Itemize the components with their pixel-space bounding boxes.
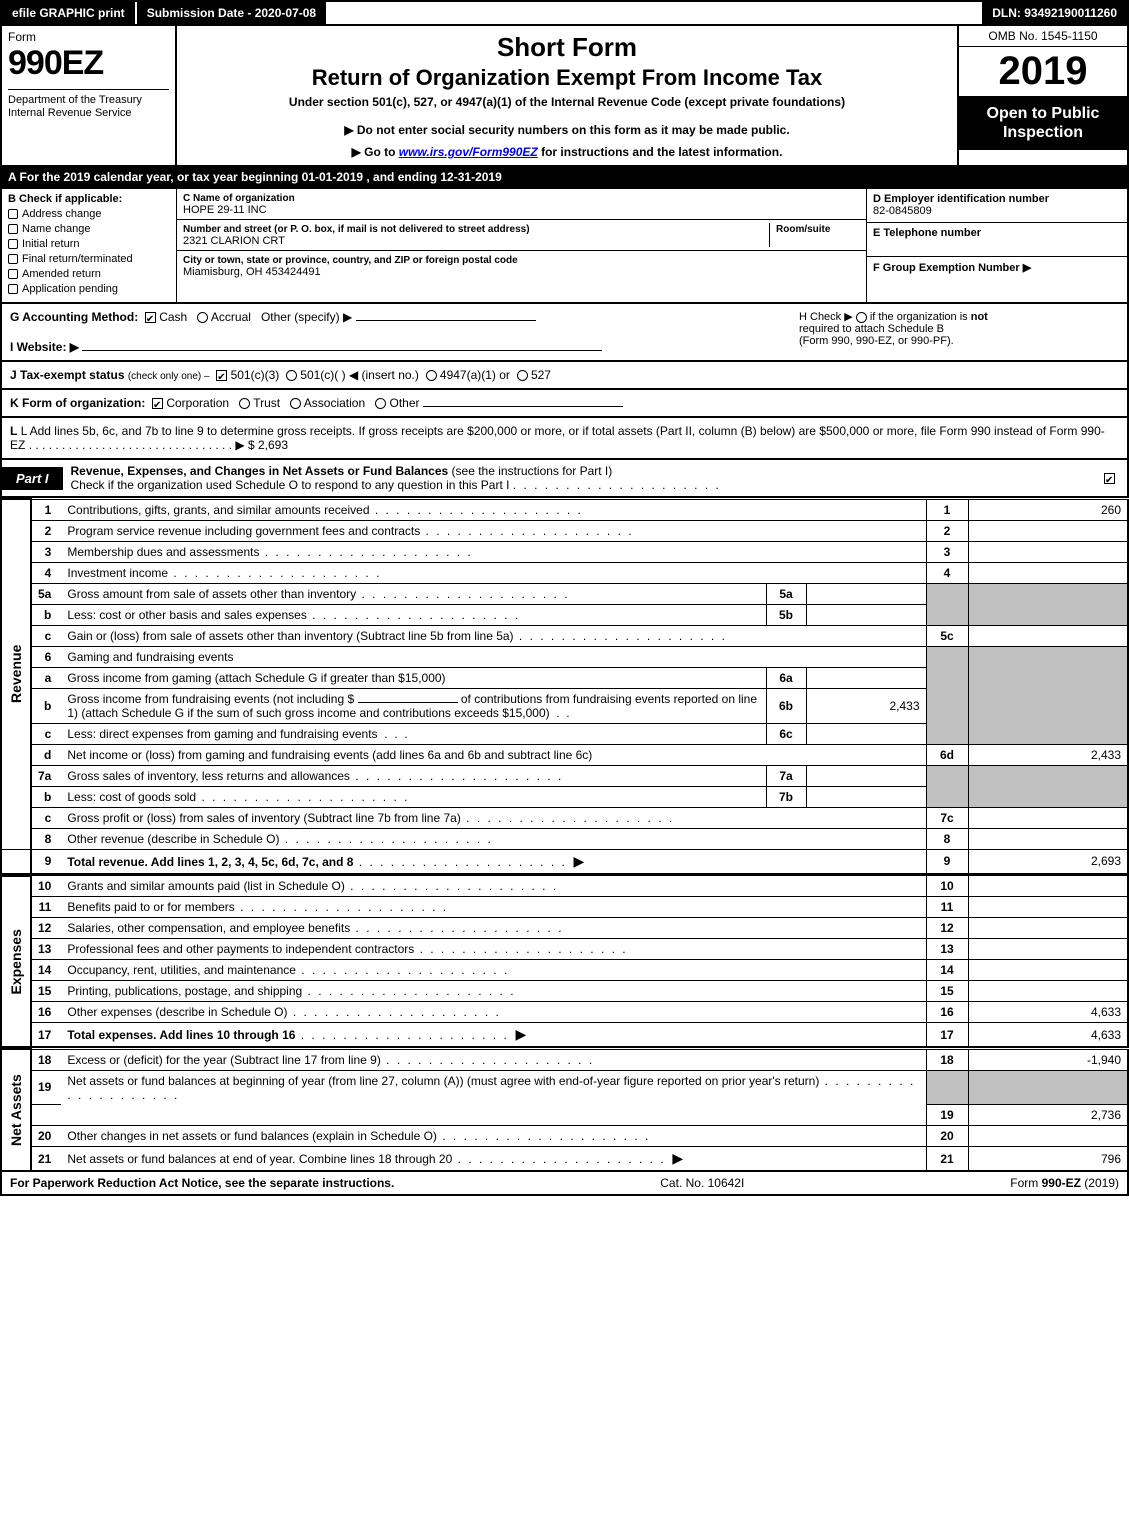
accounting-method: G Accounting Method: Cash Accrual Other … xyxy=(10,310,799,324)
j-501c3-checkbox[interactable] xyxy=(216,370,227,381)
form-header: Form 990EZ Department of the Treasury In… xyxy=(0,26,1129,167)
tax-period: A For the 2019 calendar year, or tax yea… xyxy=(0,167,1129,189)
line-18-amount: -1,940 xyxy=(968,1049,1128,1070)
line-21-amount: 796 xyxy=(968,1147,1128,1172)
website-input[interactable] xyxy=(82,350,602,351)
check-amended-return[interactable]: Amended return xyxy=(8,268,170,280)
dept-treasury: Department of the Treasury xyxy=(8,94,169,107)
room-label: Room/suite xyxy=(776,224,830,235)
org-name: HOPE 29-11 INC xyxy=(183,204,267,216)
line-17-amount: 4,633 xyxy=(968,1023,1128,1048)
part1-tag: Part I xyxy=(2,467,63,490)
top-bar: efile GRAPHIC print Submission Date - 20… xyxy=(0,0,1129,26)
check-name-change[interactable]: Name change xyxy=(8,223,170,235)
city-label: City or town, state or province, country… xyxy=(183,255,518,266)
6b-contrib-input[interactable] xyxy=(358,702,458,703)
expenses-table: Expenses 10Grants and similar amounts pa… xyxy=(0,875,1129,1049)
e-label: E Telephone number xyxy=(873,227,981,239)
submission-date: Submission Date - 2020-07-08 xyxy=(137,2,326,24)
k-other-input[interactable] xyxy=(423,406,623,407)
check-initial-return[interactable]: Initial return xyxy=(8,238,170,250)
j-527-checkbox[interactable] xyxy=(517,370,528,381)
accrual-checkbox[interactable] xyxy=(197,312,208,323)
accrual-label: Accrual xyxy=(211,310,251,324)
dln: DLN: 93492190011260 xyxy=(982,2,1127,24)
line-1-num: 1 xyxy=(31,499,61,520)
part1-title: Revenue, Expenses, and Changes in Net As… xyxy=(63,460,1104,496)
street-label: Number and street (or P. O. box, if mail… xyxy=(183,224,530,235)
box-h: H Check ▶ if the organization is not req… xyxy=(799,310,1119,347)
row-k: K Form of organization: Corporation Trus… xyxy=(0,390,1129,418)
header-center: Short Form Return of Organization Exempt… xyxy=(177,26,957,165)
part1-header: Part I Revenue, Expenses, and Changes in… xyxy=(0,460,1129,498)
line-19-amount: 2,736 xyxy=(968,1105,1128,1126)
net-assets-table: Net Assets 18Excess or (deficit) for the… xyxy=(0,1048,1129,1172)
note2-suffix: for instructions and the latest informat… xyxy=(541,145,782,159)
note2-prefix: ▶ Go to xyxy=(352,145,399,159)
box-def: D Employer identification number 82-0845… xyxy=(867,189,1127,302)
row-j: J Tax-exempt status (check only one) – 5… xyxy=(0,362,1129,390)
box-b-title: B Check if applicable: xyxy=(8,193,170,205)
header-left: Form 990EZ Department of the Treasury In… xyxy=(2,26,177,165)
topbar-spacer xyxy=(326,2,982,24)
check-address-change[interactable]: Address change xyxy=(8,208,170,220)
omb-number: OMB No. 1545-1150 xyxy=(959,26,1127,47)
footer-left: For Paperwork Reduction Act Notice, see … xyxy=(10,1176,394,1190)
revenue-side-label: Revenue xyxy=(1,499,31,849)
check-application-pending[interactable]: Application pending xyxy=(8,283,170,295)
part1-schedule-o-check[interactable] xyxy=(1104,471,1127,485)
j-4947-checkbox[interactable] xyxy=(426,370,437,381)
form-label: Form xyxy=(8,30,169,44)
subtitle: Under section 501(c), 527, or 4947(a)(1)… xyxy=(187,95,947,109)
page-footer: For Paperwork Reduction Act Notice, see … xyxy=(0,1172,1129,1196)
box-c: C Name of organization HOPE 29-11 INC Nu… xyxy=(177,189,867,302)
efile-print-button[interactable]: efile GRAPHIC print xyxy=(2,2,137,24)
instructions-note: ▶ Go to www.irs.gov/Form990EZ for instru… xyxy=(187,145,947,159)
form-number: 990EZ xyxy=(8,44,169,83)
line-6b-value: 2,433 xyxy=(806,688,926,723)
h-checkbox[interactable] xyxy=(856,312,867,323)
gross-receipts: 2,693 xyxy=(258,438,288,452)
ein: 82-0845809 xyxy=(873,205,932,217)
line-16-amount: 4,633 xyxy=(968,1002,1128,1023)
other-specify-input[interactable] xyxy=(356,320,536,321)
tax-year: 2019 xyxy=(959,47,1127,96)
row-l: L L Add lines 5b, 6c, and 7b to line 9 t… xyxy=(0,418,1129,460)
open-to-public: Open to Public Inspection xyxy=(959,96,1127,150)
k-assoc-checkbox[interactable] xyxy=(290,398,301,409)
j-501c-checkbox[interactable] xyxy=(286,370,297,381)
cash-label: Cash xyxy=(159,310,187,324)
footer-cat: Cat. No. 10642I xyxy=(660,1176,744,1190)
revenue-table: Revenue 1 Contributions, gifts, grants, … xyxy=(0,498,1129,875)
main-title: Return of Organization Exempt From Incom… xyxy=(187,65,947,91)
k-corp-checkbox[interactable] xyxy=(152,398,163,409)
instructions-link[interactable]: www.irs.gov/Form990EZ xyxy=(399,145,538,159)
row-i: I Website: ▶ xyxy=(10,340,799,354)
city-state-zip: Miamisburg, OH 453424491 xyxy=(183,266,321,278)
c-label: C Name of organization xyxy=(183,193,295,204)
street-address: 2321 CLARION CRT xyxy=(183,235,285,247)
header-right: OMB No. 1545-1150 2019 Open to Public In… xyxy=(957,26,1127,165)
k-other-checkbox[interactable] xyxy=(375,398,386,409)
row-g-h: G Accounting Method: Cash Accrual Other … xyxy=(0,304,1129,362)
footer-right: Form 990-EZ (2019) xyxy=(1010,1176,1119,1190)
k-trust-checkbox[interactable] xyxy=(239,398,250,409)
other-label: Other (specify) ▶ xyxy=(261,310,352,324)
ssn-warning: ▶ Do not enter social security numbers o… xyxy=(187,123,947,137)
info-boxes: B Check if applicable: Address change Na… xyxy=(0,189,1129,304)
line-9-amount: 2,693 xyxy=(968,849,1128,874)
d-label: D Employer identification number xyxy=(873,193,1049,205)
cash-checkbox[interactable] xyxy=(145,312,156,323)
box-b: B Check if applicable: Address change Na… xyxy=(2,189,177,302)
line-6d-amount: 2,433 xyxy=(968,744,1128,765)
dept-irs: Internal Revenue Service xyxy=(8,107,169,120)
line-1-amount: 260 xyxy=(968,499,1128,520)
f-label: F Group Exemption Number ▶ xyxy=(873,262,1031,274)
expenses-side-label: Expenses xyxy=(1,876,31,1048)
short-form-title: Short Form xyxy=(187,32,947,63)
check-final-return[interactable]: Final return/terminated xyxy=(8,253,170,265)
net-assets-side-label: Net Assets xyxy=(1,1049,31,1171)
